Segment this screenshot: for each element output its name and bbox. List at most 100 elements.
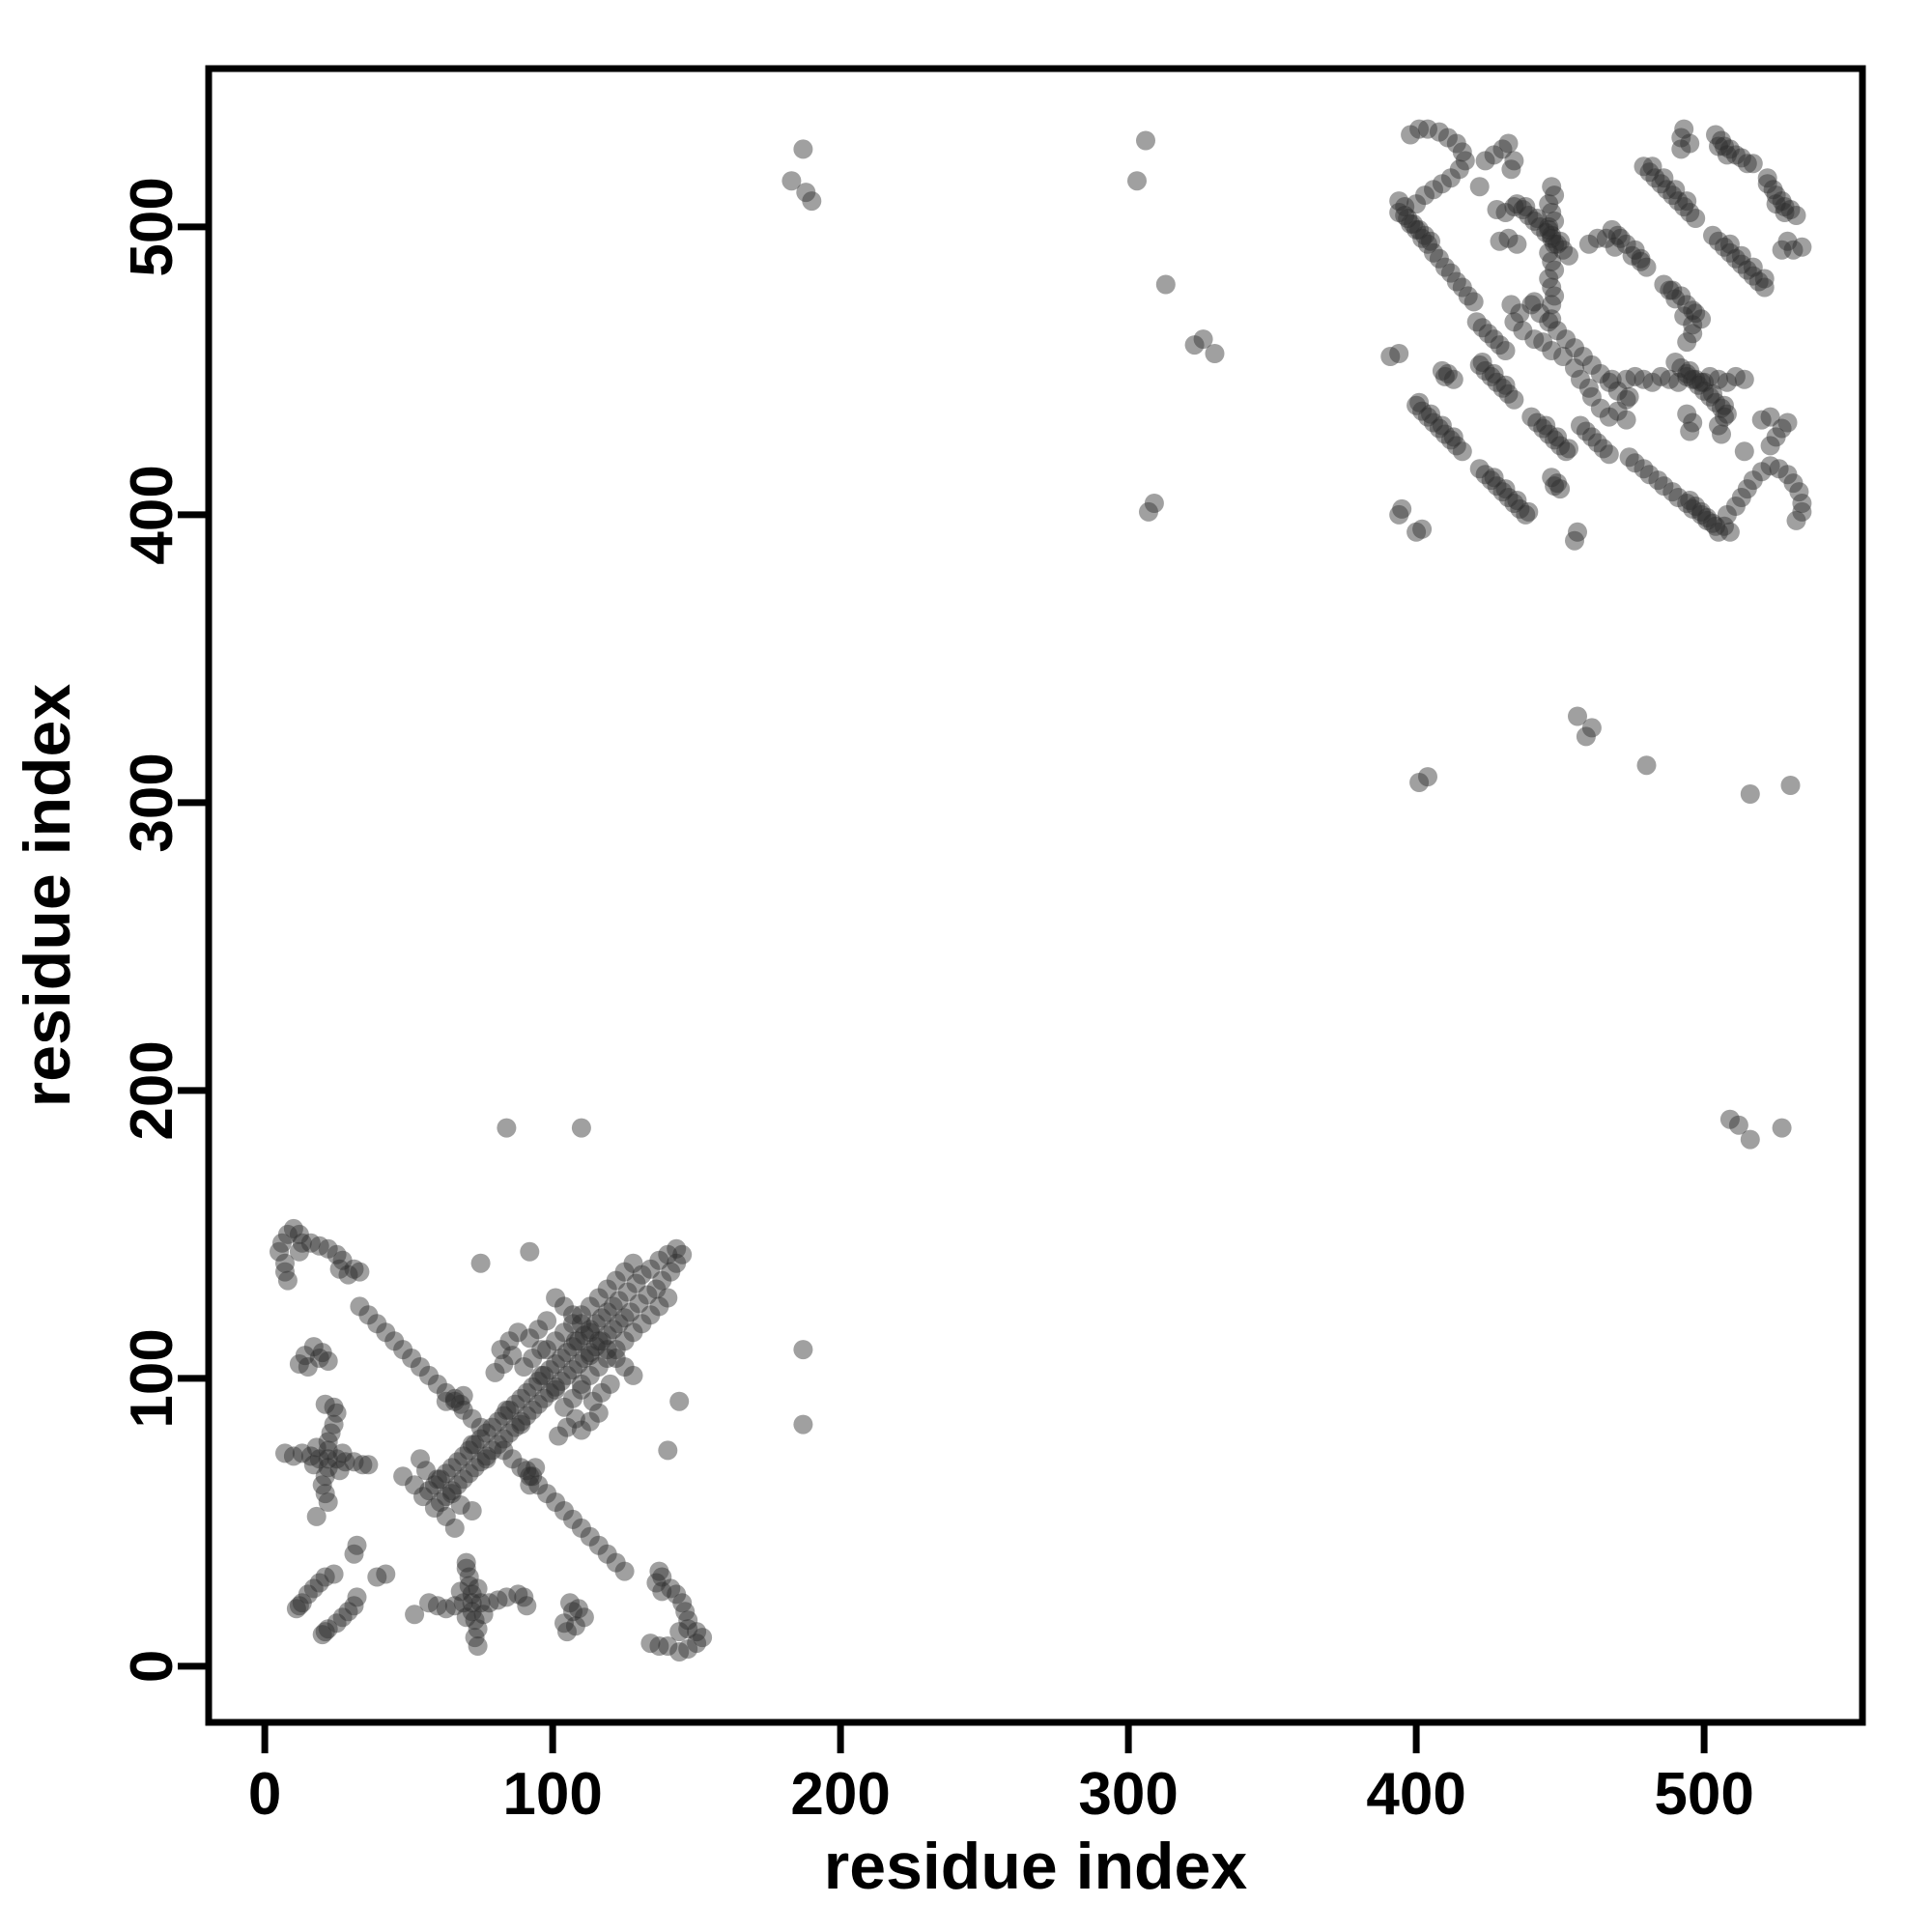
- data-point: [552, 1349, 571, 1368]
- data-point: [456, 1607, 476, 1628]
- data-point: [312, 1625, 332, 1645]
- data-point: [324, 1564, 344, 1584]
- data-point: [499, 1423, 520, 1443]
- data-point: [661, 1578, 681, 1599]
- data-point: [465, 1435, 485, 1455]
- data-point: [482, 1417, 502, 1437]
- data-point: [1616, 410, 1636, 430]
- y-tick-label: 200: [119, 1040, 185, 1140]
- data-point: [270, 1241, 289, 1262]
- plot-border: [205, 65, 1866, 1726]
- data-point: [1709, 231, 1728, 251]
- data-point: [563, 1360, 582, 1379]
- data-point: [1668, 191, 1689, 212]
- data-point: [1668, 488, 1689, 507]
- data-point: [1545, 260, 1565, 280]
- data-point: [1715, 407, 1734, 427]
- data-point: [1542, 277, 1562, 298]
- data-point: [303, 1337, 324, 1357]
- data-point: [1395, 206, 1415, 225]
- data-point: [1475, 465, 1495, 485]
- data-point: [571, 1420, 591, 1440]
- data-point: [802, 191, 822, 212]
- data-point: [520, 1475, 540, 1495]
- data-point: [531, 1340, 552, 1360]
- data-point: [1139, 501, 1158, 522]
- data-point: [1662, 280, 1683, 300]
- data-point: [511, 1388, 531, 1408]
- data-point: [672, 1593, 693, 1613]
- data-point: [1409, 219, 1430, 240]
- data-point: [534, 1388, 554, 1408]
- data-point: [540, 1382, 560, 1403]
- data-point: [1432, 174, 1452, 194]
- data-point: [468, 1636, 488, 1656]
- data-point: [781, 171, 802, 191]
- data-point: [1703, 513, 1722, 533]
- data-point: [1683, 412, 1703, 433]
- data-point: [1576, 726, 1596, 747]
- data-point: [672, 1244, 693, 1264]
- data-point: [1728, 1115, 1748, 1135]
- data-point: [1556, 441, 1577, 462]
- data-point: [606, 1340, 626, 1360]
- data-point: [1700, 366, 1720, 386]
- data-point: [1686, 209, 1706, 228]
- data-point: [1792, 237, 1812, 257]
- data-point: [1680, 203, 1700, 222]
- data-point: [1616, 389, 1636, 410]
- data-point: [1581, 386, 1602, 407]
- data-point: [1539, 269, 1559, 289]
- data-point: [465, 1458, 485, 1478]
- data-point: [1406, 194, 1427, 214]
- data-point: [537, 1311, 557, 1331]
- data-point: [563, 1388, 582, 1408]
- data-point: [1677, 404, 1697, 424]
- data-point: [571, 1314, 591, 1334]
- data-point: [338, 1602, 358, 1622]
- data-point: [303, 1578, 324, 1599]
- data-point: [1665, 180, 1686, 200]
- data-point: [499, 1400, 520, 1420]
- data-point: [1677, 191, 1697, 212]
- data-point: [580, 1296, 600, 1317]
- data-point: [1545, 211, 1565, 231]
- data-point: [1490, 335, 1510, 355]
- data-point: [393, 1466, 413, 1487]
- data-point: [511, 1458, 531, 1478]
- data-point: [453, 1446, 473, 1466]
- data-point: [1581, 427, 1602, 447]
- data-point: [580, 1365, 600, 1385]
- data-point: [335, 1452, 355, 1472]
- data-point: [614, 1262, 635, 1282]
- data-point: [582, 1391, 603, 1411]
- data-point: [1424, 242, 1443, 263]
- data-point: [1571, 369, 1590, 389]
- data-point: [591, 1308, 611, 1328]
- data-point: [1766, 194, 1786, 214]
- data-point: [424, 1498, 444, 1518]
- data-point: [1463, 292, 1484, 312]
- data-point: [491, 1340, 511, 1360]
- data-point: [540, 1360, 560, 1379]
- data-point: [640, 1305, 661, 1325]
- data-point: [574, 1349, 594, 1368]
- data-point: [609, 1291, 629, 1311]
- data-point: [667, 1253, 687, 1273]
- data-point: [315, 1622, 335, 1642]
- data-point: [591, 1382, 611, 1403]
- data-point: [358, 1455, 379, 1475]
- data-point: [603, 1320, 623, 1340]
- data-point: [468, 1619, 488, 1639]
- data-point: [441, 1484, 462, 1504]
- x-axis: 0 100 200 300 400 500: [248, 1722, 1754, 1828]
- data-point: [1783, 473, 1804, 494]
- data-point: [523, 1466, 543, 1487]
- data-point: [1542, 203, 1562, 222]
- data-point: [1709, 415, 1728, 436]
- data-point: [1599, 444, 1619, 465]
- data-point: [450, 1495, 470, 1515]
- data-point: [1717, 504, 1737, 525]
- data-point: [606, 1270, 626, 1291]
- data-point: [494, 1429, 514, 1449]
